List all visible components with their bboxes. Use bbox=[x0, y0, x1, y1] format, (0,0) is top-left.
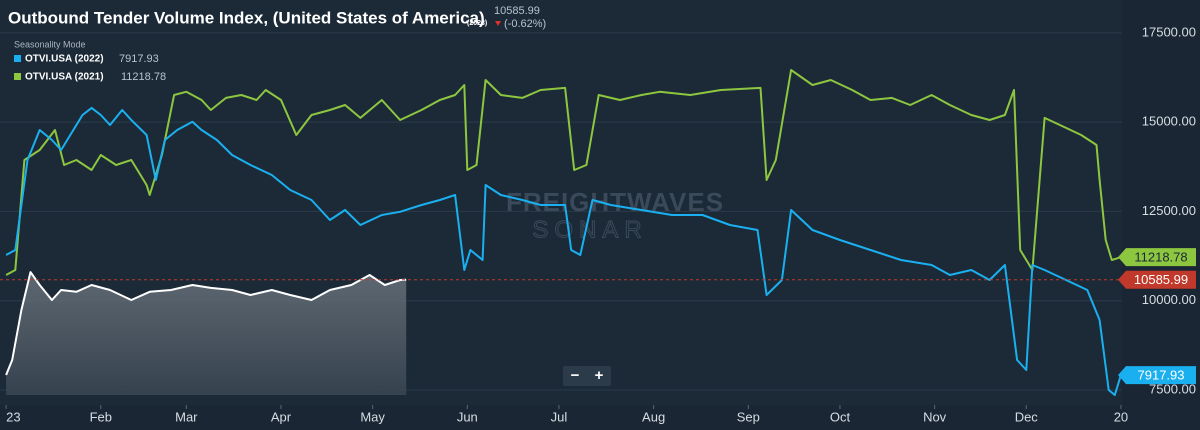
zoom-box bbox=[563, 366, 611, 386]
legend-title: Seasonality Mode bbox=[14, 39, 86, 49]
header: Outbound Tender Volume Index, (United St… bbox=[8, 5, 546, 49]
legend: OTVI.USA (2022) 7917.93 OTVI.USA (2021) 112… bbox=[14, 53, 166, 83]
end-tag-label: 11218.78 bbox=[1134, 250, 1187, 265]
legend-value: 7917.93 bbox=[119, 53, 159, 65]
x-tick-label: Sep bbox=[737, 409, 760, 424]
y-tick-label: 17500.00 bbox=[1142, 24, 1196, 39]
legend-value: 11218.78 bbox=[121, 71, 166, 83]
x-tick-label: Jul bbox=[551, 409, 568, 424]
y-tick-label: 7500.00 bbox=[1149, 381, 1196, 396]
x-tick-label: Dec bbox=[1015, 409, 1039, 424]
plot: 7917.93 11218.78 10585.99 bbox=[0, 69, 1196, 396]
watermark-text: FREIGHTWAVES bbox=[506, 187, 724, 217]
series-line bbox=[5, 106, 1122, 396]
x-tick-label: May bbox=[360, 409, 385, 424]
end-tag-label: 10585.99 bbox=[1134, 272, 1188, 287]
legend-label: OTVI.USA (2021) bbox=[25, 72, 104, 83]
legend-swatch bbox=[14, 73, 21, 80]
legend-swatch bbox=[14, 55, 21, 62]
x-tick-label: 20 bbox=[1114, 409, 1128, 424]
x-tick-label: 23 bbox=[6, 409, 20, 424]
x-tick-label: Nov bbox=[923, 409, 947, 424]
x-tick-label: Mar bbox=[175, 409, 198, 424]
zoom-out[interactable]: − bbox=[571, 367, 580, 384]
end-tag bbox=[1118, 366, 1196, 385]
x-tick-label: Apr bbox=[271, 409, 292, 424]
y-tick-label: 15000.00 bbox=[1142, 114, 1196, 129]
y-tick-label: 10000.00 bbox=[1142, 292, 1196, 307]
title-suffix: (2023) bbox=[467, 20, 487, 27]
down-arrow bbox=[495, 21, 501, 26]
axes: 7500.00 10000.00 12500.00 15000.00 17500.00 2… bbox=[5, 24, 1196, 424]
x-tick-label: Aug bbox=[642, 409, 665, 424]
y-axis-band bbox=[1122, 0, 1200, 430]
series-line bbox=[5, 69, 1122, 276]
area bbox=[6, 272, 407, 395]
zoom-in[interactable]: + bbox=[595, 367, 604, 384]
end-tag bbox=[1118, 270, 1196, 289]
x-axis-band bbox=[0, 405, 1200, 430]
change: (-0.62%) bbox=[504, 18, 546, 30]
series-line bbox=[5, 271, 407, 376]
zoom-controls: − + bbox=[563, 366, 611, 386]
chart-title: Outbound Tender Volume Index, (United St… bbox=[8, 8, 485, 27]
watermark-text: SONAR bbox=[532, 216, 647, 243]
end-tag-label: 7917.93 bbox=[1138, 368, 1185, 383]
x-tick-label: Feb bbox=[90, 409, 112, 424]
current-value: 10585.99 bbox=[494, 5, 540, 17]
x-tick-label: Oct bbox=[830, 409, 851, 424]
end-tag bbox=[1118, 248, 1196, 267]
legend-label: OTVI.USA (2022) bbox=[25, 54, 104, 65]
x-tick-label: Jun bbox=[457, 409, 478, 424]
y-tick-label: 12500.00 bbox=[1142, 203, 1196, 218]
